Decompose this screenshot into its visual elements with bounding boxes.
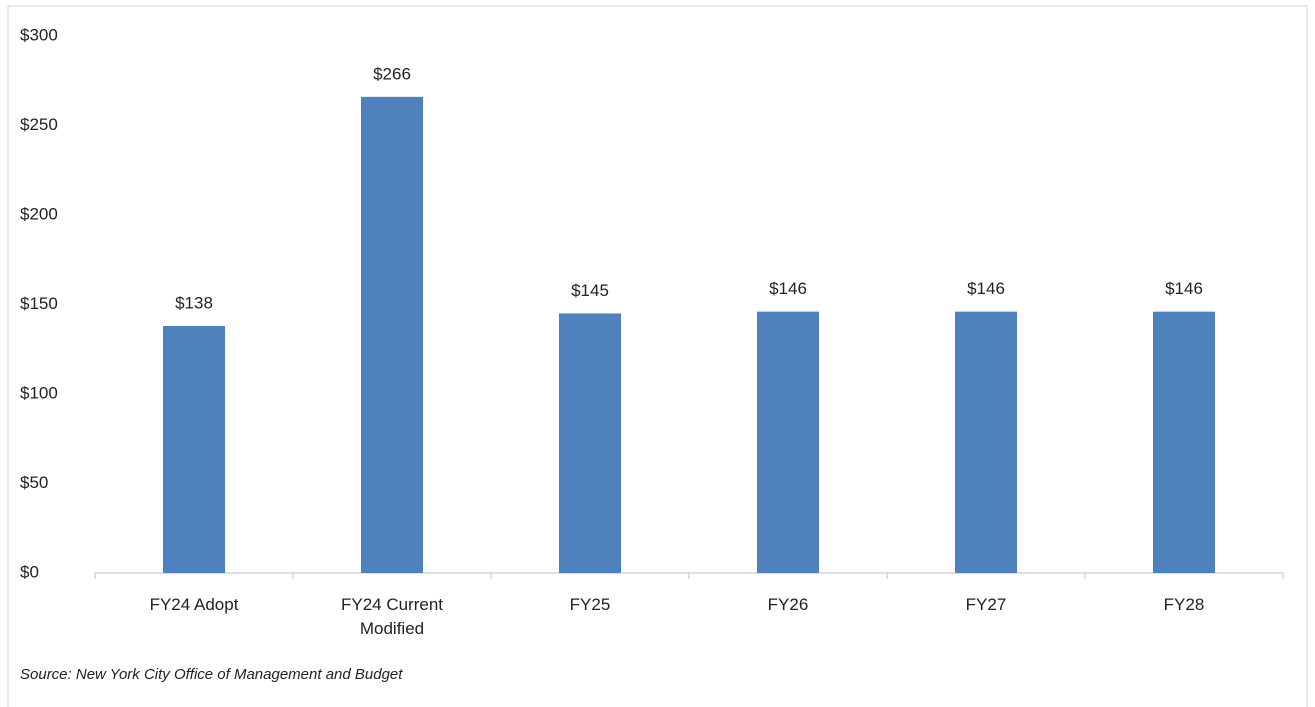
bar xyxy=(1153,311,1215,573)
x-tick-label: FY24 Adopt xyxy=(149,595,239,614)
x-tick-label: FY25 xyxy=(569,595,611,614)
bar xyxy=(757,311,819,573)
source-note: Source: New York City Office of Manageme… xyxy=(20,666,403,683)
bar xyxy=(955,311,1017,573)
data-label: $146 xyxy=(769,279,807,298)
y-tick-label: $300 xyxy=(20,25,58,44)
y-tick-label: $0 xyxy=(20,562,39,581)
x-tick-label: FY24 Current Modified xyxy=(340,595,444,638)
x-tick-label: FY28 xyxy=(1163,595,1205,614)
data-label: $138 xyxy=(175,293,213,312)
data-label: $266 xyxy=(373,64,411,83)
y-tick-label: $100 xyxy=(20,383,58,402)
y-tick-label: $250 xyxy=(20,115,58,134)
data-label: $146 xyxy=(967,279,1005,298)
bar xyxy=(163,325,225,573)
bar xyxy=(559,313,621,573)
y-tick-label: $200 xyxy=(20,204,58,223)
data-label: $146 xyxy=(1165,279,1203,298)
y-tick-label: $50 xyxy=(20,473,48,492)
bar xyxy=(361,96,423,574)
x-tick-label: FY26 xyxy=(767,595,809,614)
x-tick-label: FY27 xyxy=(965,595,1007,614)
y-tick-label: $150 xyxy=(20,294,58,313)
data-label: $145 xyxy=(571,281,609,300)
chart-border xyxy=(7,5,1308,707)
